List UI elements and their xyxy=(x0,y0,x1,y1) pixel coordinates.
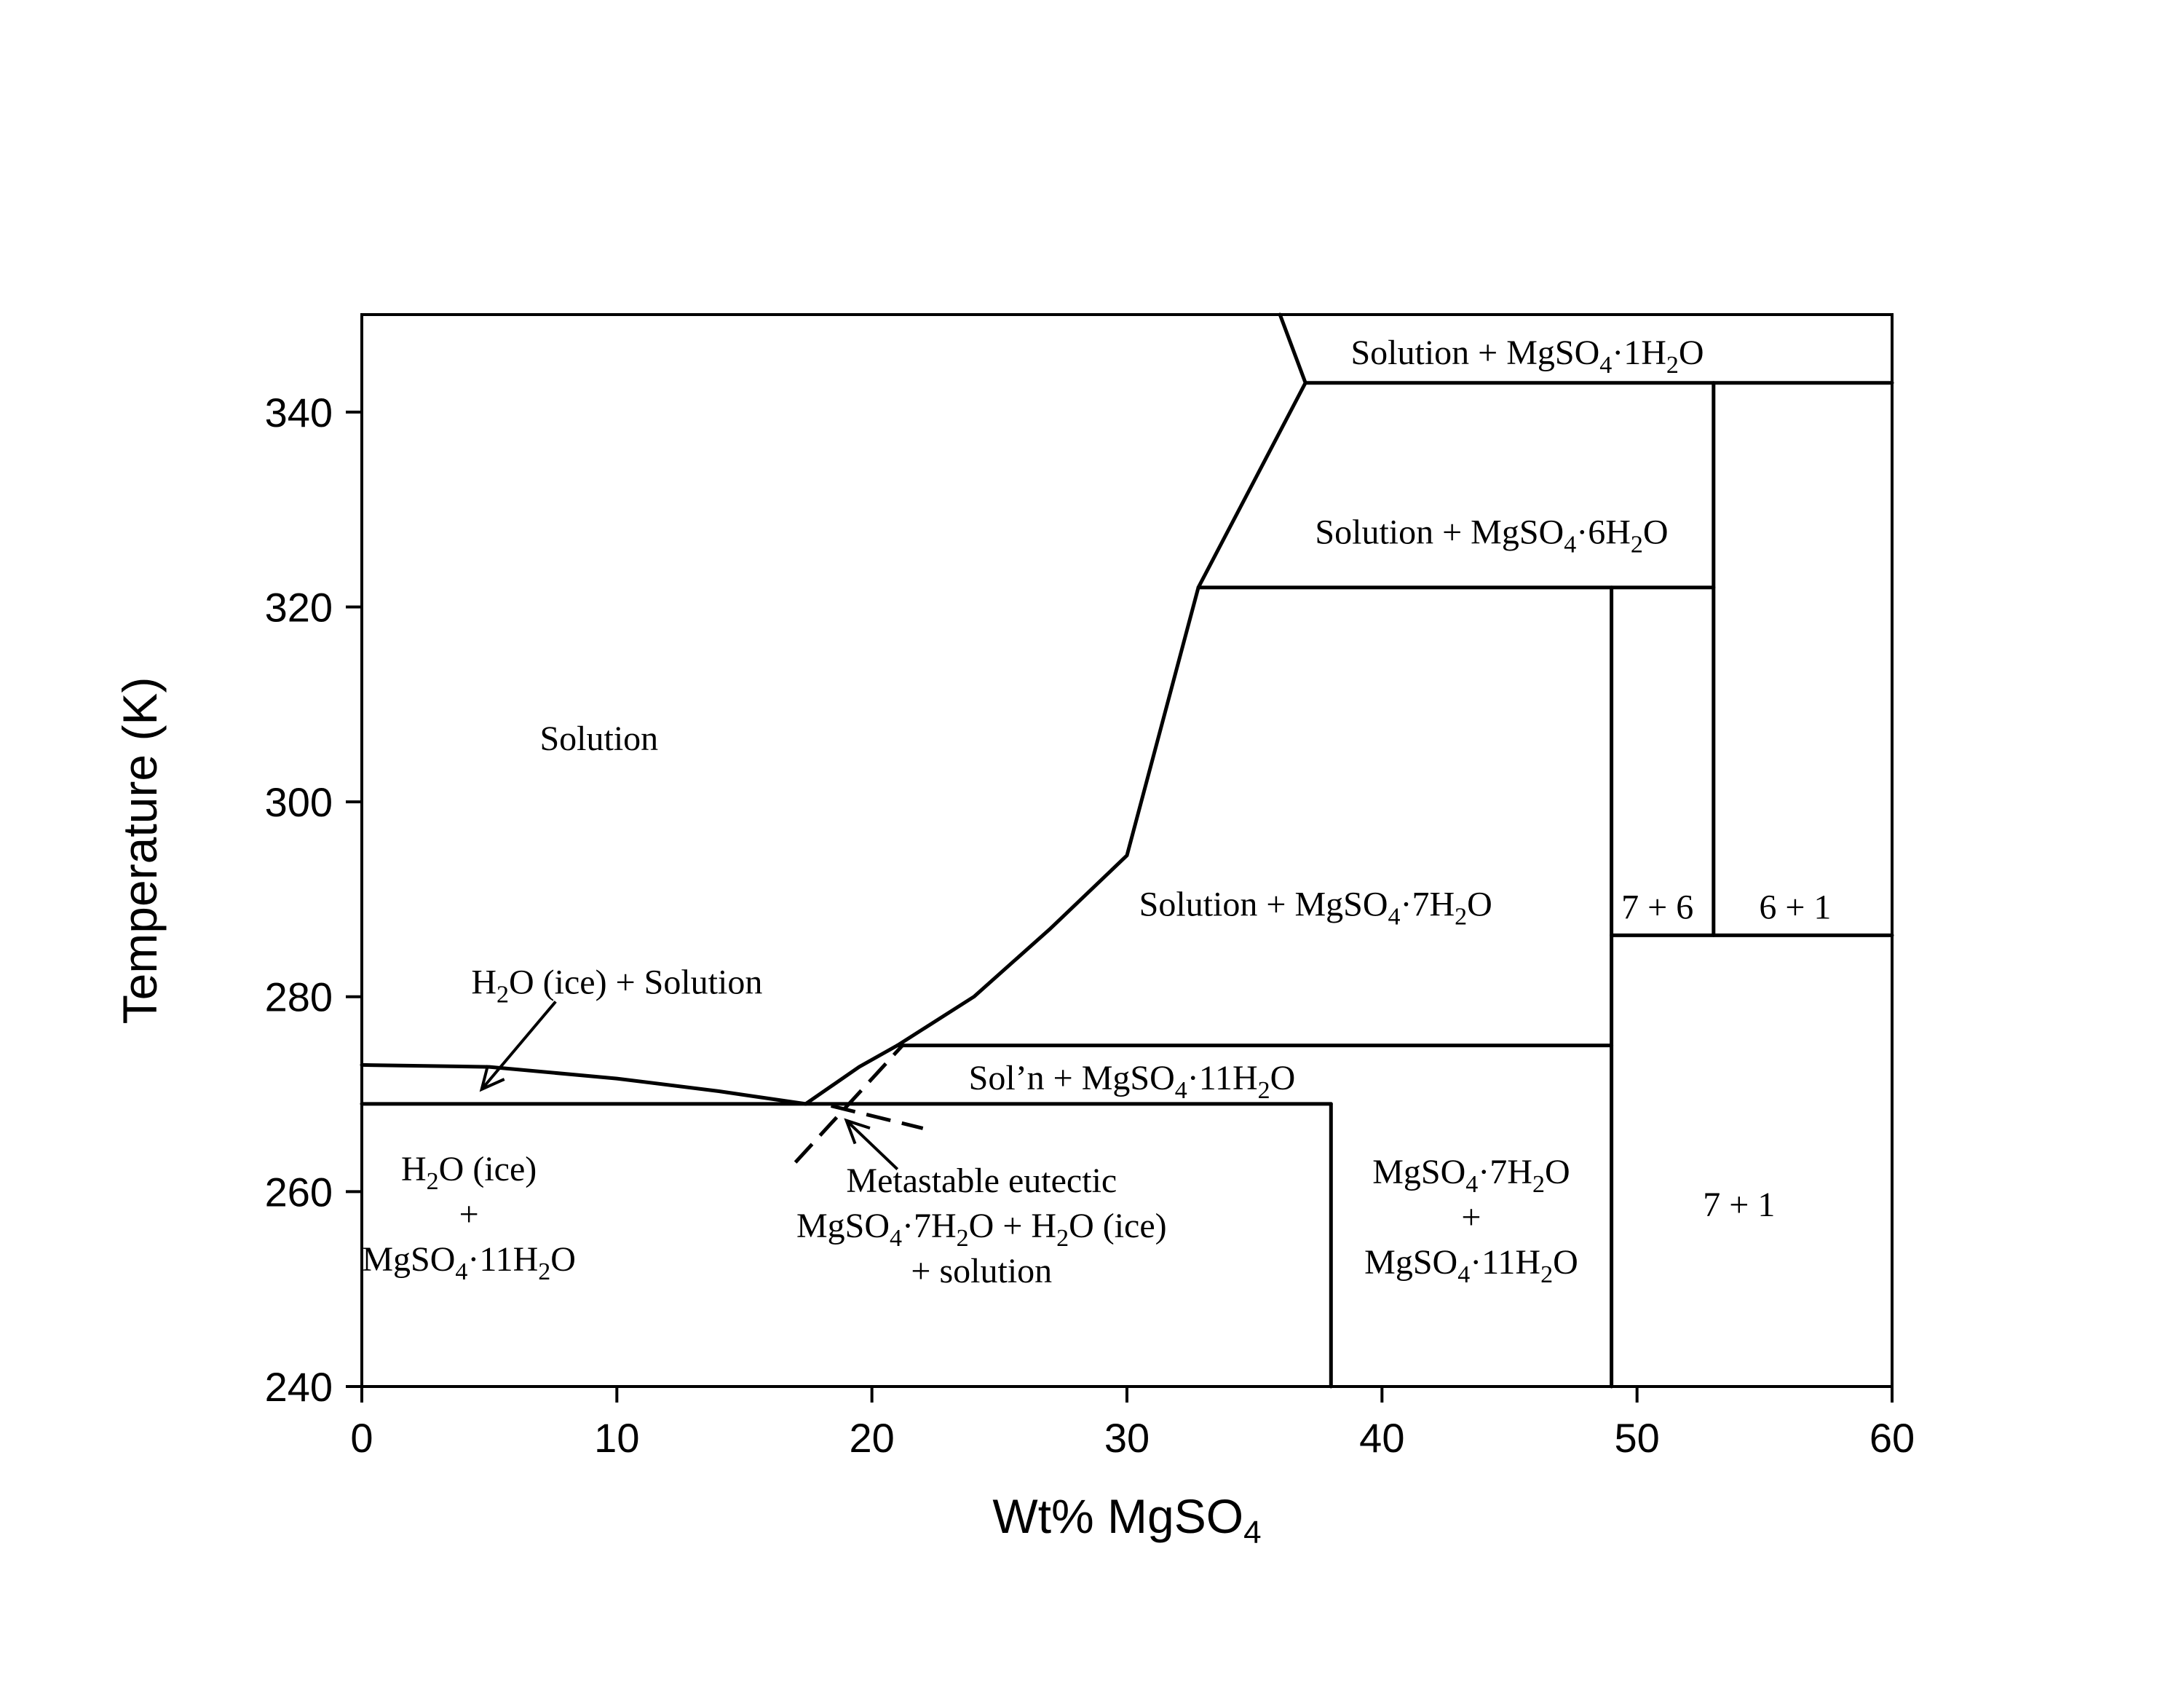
boundary-mgso4-11h2o-liquidus xyxy=(804,1044,900,1106)
y-axis-title: Temperature (K) xyxy=(113,677,167,1025)
label-line: 7 + 1 xyxy=(1703,1186,1775,1224)
x-tick-label: 60 xyxy=(1870,1415,1915,1461)
label-soln-mgso4-11h2o: Sol’n + MgSO4·11H2O xyxy=(969,1059,1296,1104)
x-tick-label: 30 xyxy=(1104,1415,1150,1461)
label-line: MgSO4·7H2O + H2O (ice) xyxy=(796,1207,1167,1252)
label-solution-mgso4-7h2o: Solution + MgSO4·7H2O xyxy=(1139,886,1492,931)
boundary-ice-liquidus xyxy=(360,1062,808,1106)
label-line: MgSO4·7H2O xyxy=(1372,1153,1570,1198)
label-mgso4-7h2o-mgso4-11h2o: MgSO4·7H2O+ MgSO4·11H2O xyxy=(1364,1153,1578,1288)
label-solution: Solution xyxy=(539,719,658,758)
y-tick-label: 240 xyxy=(265,1364,333,1410)
x-axis-ticks: 0 10 20 30 40 50 60 xyxy=(350,1387,1915,1461)
phase-boundaries xyxy=(360,312,1894,1389)
label-line: Solution + MgSO4·1H2O xyxy=(1350,334,1704,379)
label-line: + xyxy=(459,1195,479,1234)
x-tick-label: 40 xyxy=(1359,1415,1404,1461)
label-line: 6 + 1 xyxy=(1759,888,1831,927)
y-tick-label: 340 xyxy=(265,390,333,435)
dashed-boundary-metastable-ice-liquidus xyxy=(831,1104,924,1130)
label-solution-mgso4-1h2o: Solution + MgSO4·1H2O xyxy=(1350,334,1704,379)
y-tick-label: 280 xyxy=(265,974,333,1020)
dashed-boundary-metastable-7h2o-liquidus xyxy=(794,1044,904,1164)
x-tick-label: 0 xyxy=(350,1415,373,1461)
label-line: + solution xyxy=(911,1252,1052,1290)
boundary-mgso4-1h2o-liquidus xyxy=(1278,312,1307,385)
label-solution-mgso4-6h2o: Solution + MgSO4·6H2O xyxy=(1315,513,1668,558)
annotation-arrows xyxy=(479,1001,899,1171)
label-line: Sol’n + MgSO4·11H2O xyxy=(969,1059,1296,1104)
y-tick-label: 300 xyxy=(265,779,333,825)
label-metastable-eutectic: Metastable eutectic MgSO4·7H2O + H2O (ice… xyxy=(796,1162,1167,1290)
metastable-boundaries xyxy=(794,1044,924,1164)
y-tick-label: 320 xyxy=(265,584,333,630)
x-tick-label: 10 xyxy=(594,1415,639,1461)
label-line: H2O (ice) + Solution xyxy=(471,963,762,1009)
boundary-mgso4-7h2o-liquidus xyxy=(895,381,1307,1048)
y-tick-label: 260 xyxy=(265,1169,333,1215)
ice-solution-arrow xyxy=(479,1001,557,1092)
x-axis-title: Wt% MgSO4 xyxy=(992,1489,1261,1550)
y-axis-ticks: 240 260 280 300 320 340 xyxy=(265,390,362,1410)
label-line: Solution xyxy=(539,719,658,758)
label-ice-mgso4-11h2o: H2O (ice)+ MgSO4·11H2O xyxy=(362,1150,576,1285)
label-7-plus-1: 7 + 1 xyxy=(1703,1186,1775,1224)
label-ice-solution: H2O (ice) + Solution xyxy=(471,963,762,1009)
label-line: Metastable eutectic xyxy=(846,1162,1117,1200)
label-6-plus-1: 6 + 1 xyxy=(1759,888,1831,927)
label-line: Solution + MgSO4·6H2O xyxy=(1315,513,1668,558)
label-line: H2O (ice) xyxy=(401,1150,537,1195)
x-tick-label: 50 xyxy=(1615,1415,1660,1461)
label-line: MgSO4·11H2O xyxy=(362,1240,576,1285)
label-7-plus-6: 7 + 6 xyxy=(1621,888,1693,927)
label-line: Solution + MgSO4·7H2O xyxy=(1139,886,1492,931)
label-line: + xyxy=(1461,1198,1481,1237)
x-tick-label: 20 xyxy=(850,1415,895,1461)
label-line: 7 + 6 xyxy=(1621,888,1693,927)
metastable-eutectic-arrow xyxy=(844,1118,899,1171)
label-line: MgSO4·11H2O xyxy=(1364,1243,1578,1288)
